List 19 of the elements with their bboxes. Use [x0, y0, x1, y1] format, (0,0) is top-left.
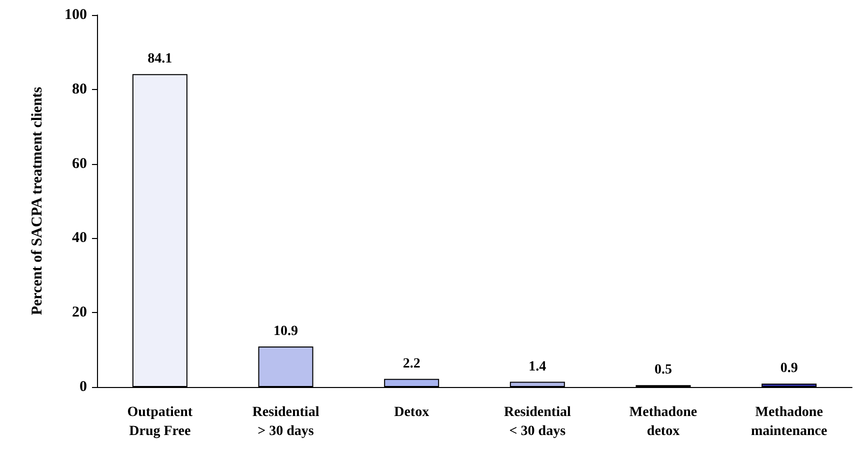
y-tick-label: 80: [72, 81, 87, 98]
data-label: 2.2: [402, 356, 420, 372]
data-label: 0.5: [654, 362, 672, 378]
x-tick-label: Methadone maintenance: [750, 405, 828, 439]
y-tick-label: 100: [64, 7, 87, 23]
data-label: 10.9: [274, 324, 298, 339]
x-tick-label: Residential < 30 days: [504, 405, 571, 439]
x-tick-label: Methadone detox: [629, 405, 698, 439]
x-tick-label: Residential > 30 days: [252, 405, 320, 439]
y-tick-label: 40: [72, 230, 87, 246]
data-label: 84.1: [148, 52, 172, 67]
y-tick-label: 60: [72, 156, 87, 172]
y-tick-label: 20: [72, 304, 87, 321]
data-label: 1.4: [528, 359, 546, 374]
data-label: 0.9: [780, 361, 798, 376]
y-tick-label: 0: [80, 379, 87, 395]
y-axis-title: Percent of SACPA treatment clients: [30, 86, 46, 316]
x-tick-label: Detox: [394, 405, 430, 420]
x-tick-label: Outpatient Drug Free: [127, 405, 193, 439]
